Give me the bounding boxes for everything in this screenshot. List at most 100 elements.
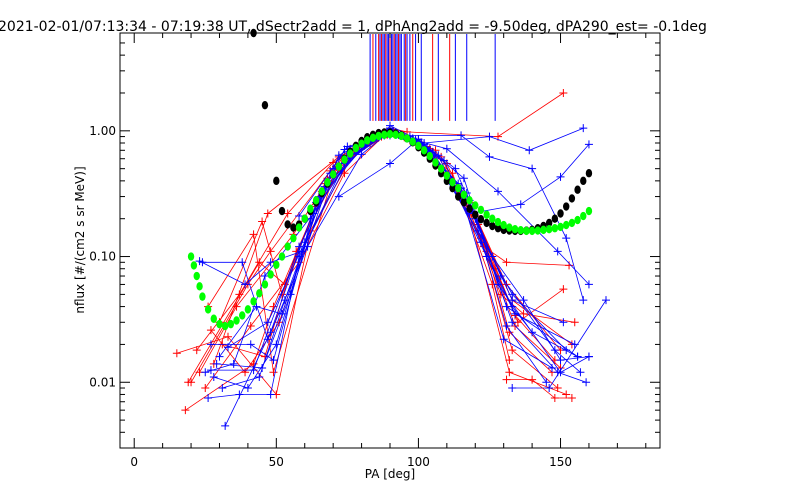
data-point-marker: [218, 384, 227, 393]
fit-curve-dot: [489, 214, 496, 223]
data-series-group: [502, 375, 576, 402]
fit-curve-dot: [273, 260, 280, 269]
fit-curve-dot: [403, 134, 411, 143]
x-axis-label: PA [deg]: [365, 467, 415, 481]
data-point-marker: [548, 363, 556, 372]
data-point-marker: [519, 309, 528, 318]
data-point-marker: [206, 366, 215, 375]
data-point-marker: [260, 272, 269, 281]
fit-curve-dot: [409, 137, 416, 146]
data-point-marker: [235, 390, 244, 399]
data-point-marker: [206, 326, 215, 335]
x-tick-label: 50: [269, 455, 284, 469]
data-point-marker: [562, 234, 571, 243]
fit-curve-dot: [190, 261, 198, 270]
fit-curves: [187, 28, 593, 331]
fit-curve-dot: [196, 282, 203, 291]
data-point-marker: [275, 318, 284, 327]
data-point-marker: [224, 332, 232, 341]
data-point-marker: [334, 192, 343, 201]
data-point-marker: [249, 366, 258, 375]
data-point-marker: [582, 378, 591, 387]
fit-curve-dot: [187, 252, 195, 261]
data-point-marker: [579, 296, 588, 305]
data-point-marker: [562, 390, 571, 399]
fit-curve-dot: [574, 185, 581, 194]
fit-curve-dot: [381, 130, 388, 139]
data-point-marker: [576, 368, 585, 377]
fit-curve-dot: [557, 209, 564, 218]
fit-curve-dot: [398, 131, 405, 141]
data-point-marker: [502, 258, 511, 267]
fit-curve-dot: [489, 221, 496, 231]
data-point-marker: [238, 258, 247, 267]
data-point-marker: [269, 356, 278, 365]
data-point-marker: [525, 146, 534, 155]
fit-curve-dot: [477, 205, 485, 215]
fit-curve-dot: [528, 226, 536, 236]
data-point-marker: [584, 352, 593, 361]
y-axis-ticks: 0.01 0.10 1.00: [89, 32, 660, 449]
data-point-marker: [553, 384, 562, 393]
fit-curve-dot: [375, 131, 382, 141]
data-point-marker: [266, 247, 275, 256]
fit-curve-dot: [256, 289, 263, 298]
fit-curve-dot: [193, 271, 200, 281]
data-point-marker: [496, 272, 505, 281]
data-point-marker: [505, 368, 514, 377]
data-point-marker: [457, 131, 466, 140]
series-line: [506, 379, 572, 399]
fit-curve-dot: [420, 146, 428, 155]
fit-curve-dot: [278, 252, 286, 261]
data-point-marker: [243, 384, 252, 393]
data-point-marker: [545, 384, 554, 393]
green-fit-curve: [187, 130, 593, 331]
fit-curve-dot: [455, 183, 462, 193]
data-series-group: [508, 296, 610, 393]
data-point-marker: [263, 209, 272, 218]
fit-curve-dot: [324, 178, 331, 187]
data-point-marker: [451, 164, 460, 173]
fit-curve-dot: [392, 130, 399, 139]
data-point-marker: [488, 252, 497, 261]
fit-curve-dot: [415, 141, 422, 151]
data-point-marker: [505, 356, 514, 365]
data-series-group: [334, 135, 593, 218]
data-point-marker: [567, 393, 576, 402]
data-point-marker: [221, 421, 230, 430]
data-point-marker: [241, 368, 250, 377]
x-axis-ticks: 0 50 100 150: [130, 33, 647, 469]
fit-curve-dot: [449, 183, 456, 193]
fit-curve-dot: [545, 225, 553, 234]
data-point-marker: [258, 217, 267, 226]
data-point-marker: [184, 378, 193, 387]
fit-curve-dot: [352, 143, 360, 153]
fit-curve-dot: [460, 190, 468, 199]
fit-curve-dot: [273, 176, 280, 186]
data-point-marker: [266, 390, 275, 399]
data-point-marker: [494, 280, 502, 289]
data-point-marker: [573, 352, 582, 361]
data-point-marker: [280, 296, 289, 305]
fit-curve-dot: [347, 149, 354, 158]
fit-curve-dot: [563, 202, 570, 211]
data-point-marker: [502, 375, 511, 384]
fit-curve-dot: [437, 164, 445, 173]
data-point-marker: [440, 156, 448, 165]
fit-curve-dot: [568, 218, 576, 228]
fit-curve-dot: [221, 321, 229, 331]
data-point-marker: [556, 172, 565, 181]
y-tick-label: 1.00: [89, 124, 116, 138]
data-point-marker: [212, 359, 221, 368]
fit-curve-dot: [329, 170, 337, 179]
fit-curve-dot: [574, 215, 581, 225]
data-point-marker: [343, 142, 352, 151]
data-point-marker: [201, 368, 210, 377]
data-point-marker: [232, 302, 241, 311]
x-tick-label: 100: [407, 455, 430, 469]
fit-curve-dot: [563, 220, 570, 230]
data-point-marker: [263, 318, 272, 327]
data-point-marker: [255, 258, 264, 267]
fit-curve-dot: [233, 316, 240, 325]
data-point-marker: [556, 368, 565, 377]
